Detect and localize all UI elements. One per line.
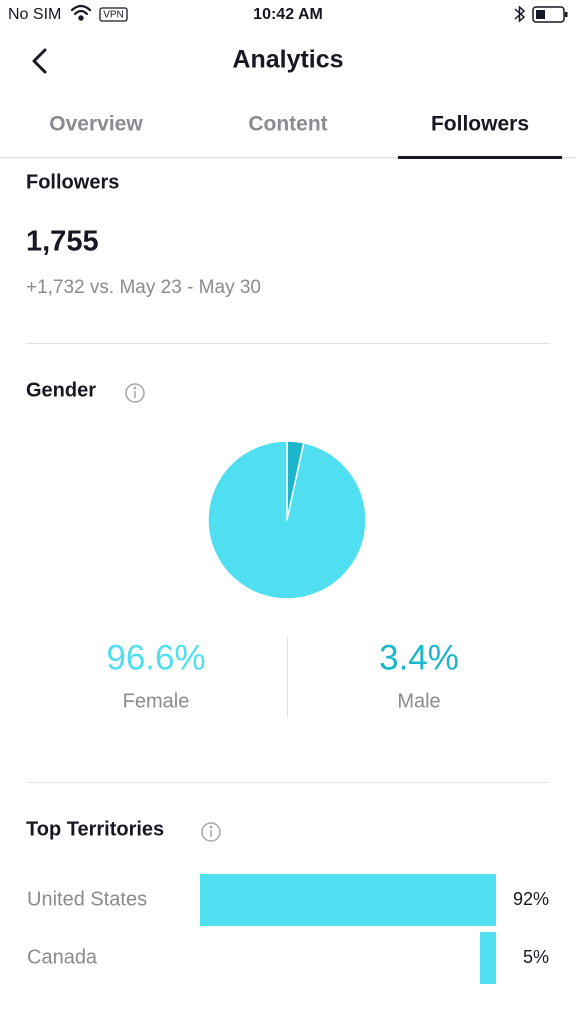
tab-indicator bbox=[398, 156, 562, 159]
tab[interactable]: Content bbox=[248, 113, 327, 136]
wifi-icon bbox=[70, 4, 92, 21]
gender-label: Male bbox=[397, 690, 440, 712]
territory-name: United States bbox=[27, 888, 147, 910]
territory-name: Canada bbox=[27, 946, 98, 968]
section-title: Top Territories bbox=[26, 818, 164, 840]
battery-icon bbox=[532, 6, 565, 23]
tab-active[interactable]: Followers bbox=[431, 113, 529, 136]
info-icon[interactable] bbox=[201, 822, 221, 842]
carrier: No SIM bbox=[8, 6, 61, 23]
divider bbox=[26, 782, 550, 783]
follower-change: +1,732 vs. May 23 - May 30 bbox=[26, 277, 261, 298]
divider bbox=[26, 343, 550, 344]
info-icon[interactable] bbox=[125, 383, 145, 403]
pie-slice bbox=[207, 440, 367, 600]
back-button[interactable] bbox=[32, 48, 47, 74]
clock: 10:42 AM bbox=[253, 6, 323, 23]
divider bbox=[287, 637, 288, 717]
gender-pie bbox=[207, 440, 367, 600]
section-title: Followers bbox=[26, 171, 119, 193]
tab-divider bbox=[0, 157, 576, 159]
gender-percent: 96.6% bbox=[106, 638, 205, 677]
vpn-badge bbox=[99, 7, 128, 22]
territory-percent: 92% bbox=[513, 889, 549, 909]
bluetooth-icon bbox=[514, 5, 526, 23]
follower-count: 1,755 bbox=[26, 226, 99, 258]
section-title: Gender bbox=[26, 379, 96, 401]
page-title: Analytics bbox=[232, 46, 343, 74]
territory-bars: United States 92% Canada 5% bbox=[27, 874, 549, 984]
gender-stats: 96.6% Female 3.4% Male bbox=[106, 638, 459, 712]
gender-label: Female bbox=[123, 690, 190, 712]
battery-level bbox=[536, 10, 545, 19]
vpn-label: VPN bbox=[103, 10, 124, 21]
battery-tip bbox=[565, 12, 568, 17]
bar bbox=[479, 932, 496, 984]
gender-percent: 3.4% bbox=[379, 638, 459, 677]
tab[interactable]: Overview bbox=[49, 113, 143, 136]
territory-percent: 5% bbox=[523, 947, 549, 967]
bar bbox=[200, 874, 496, 926]
